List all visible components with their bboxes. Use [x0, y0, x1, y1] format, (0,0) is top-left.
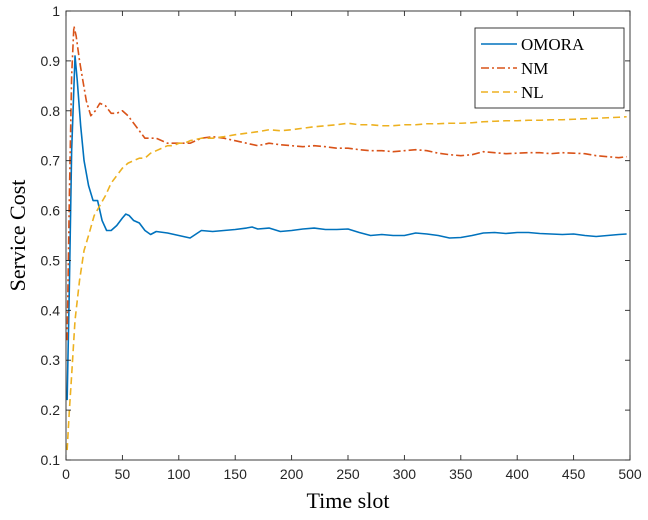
y-tick-label: 0.4 — [41, 302, 61, 318]
x-tick-label: 200 — [280, 466, 304, 482]
x-tick-label: 50 — [115, 466, 131, 482]
y-tick-label: 0.9 — [41, 53, 61, 69]
x-tick-label: 250 — [336, 466, 360, 482]
y-axis-label: Service Cost — [5, 180, 30, 292]
y-tick-label: 0.6 — [41, 203, 61, 219]
x-tick-label: 100 — [167, 466, 191, 482]
series-line-nm — [66, 25, 627, 341]
x-tick-label: 150 — [224, 466, 248, 482]
x-tick-label: 400 — [506, 466, 530, 482]
y-tick-label: 0.2 — [41, 402, 61, 418]
x-tick-label: 500 — [618, 466, 642, 482]
y-tick-label: 0.1 — [41, 452, 61, 468]
x-axis-label: Time slot — [307, 488, 390, 513]
x-tick-label: 350 — [449, 466, 473, 482]
series-line-nl — [66, 115, 627, 451]
y-tick-label: 0.7 — [41, 153, 61, 169]
y-tick-label: 0.8 — [41, 103, 61, 119]
legend: OMORA NM NL — [474, 27, 625, 109]
series-layer — [66, 25, 627, 451]
y-tick-label: 0.5 — [41, 252, 61, 268]
x-tick-label: 450 — [562, 466, 586, 482]
y-tick-label: 0.3 — [41, 352, 61, 368]
x-tick-label: 300 — [393, 466, 417, 482]
y-tick-label: 1 — [52, 3, 60, 19]
legend-label-nm: NM — [521, 59, 548, 78]
legend-label-omora: OMORA — [521, 35, 585, 54]
ticks-layer: 0 50 100 150 200 250 300 350 400 450 500 0.1 0.2 0.3 0… — [41, 3, 642, 482]
x-tick-label: 0 — [62, 466, 70, 482]
series-line-omora — [66, 55, 627, 401]
legend-label-nl: NL — [521, 83, 544, 102]
